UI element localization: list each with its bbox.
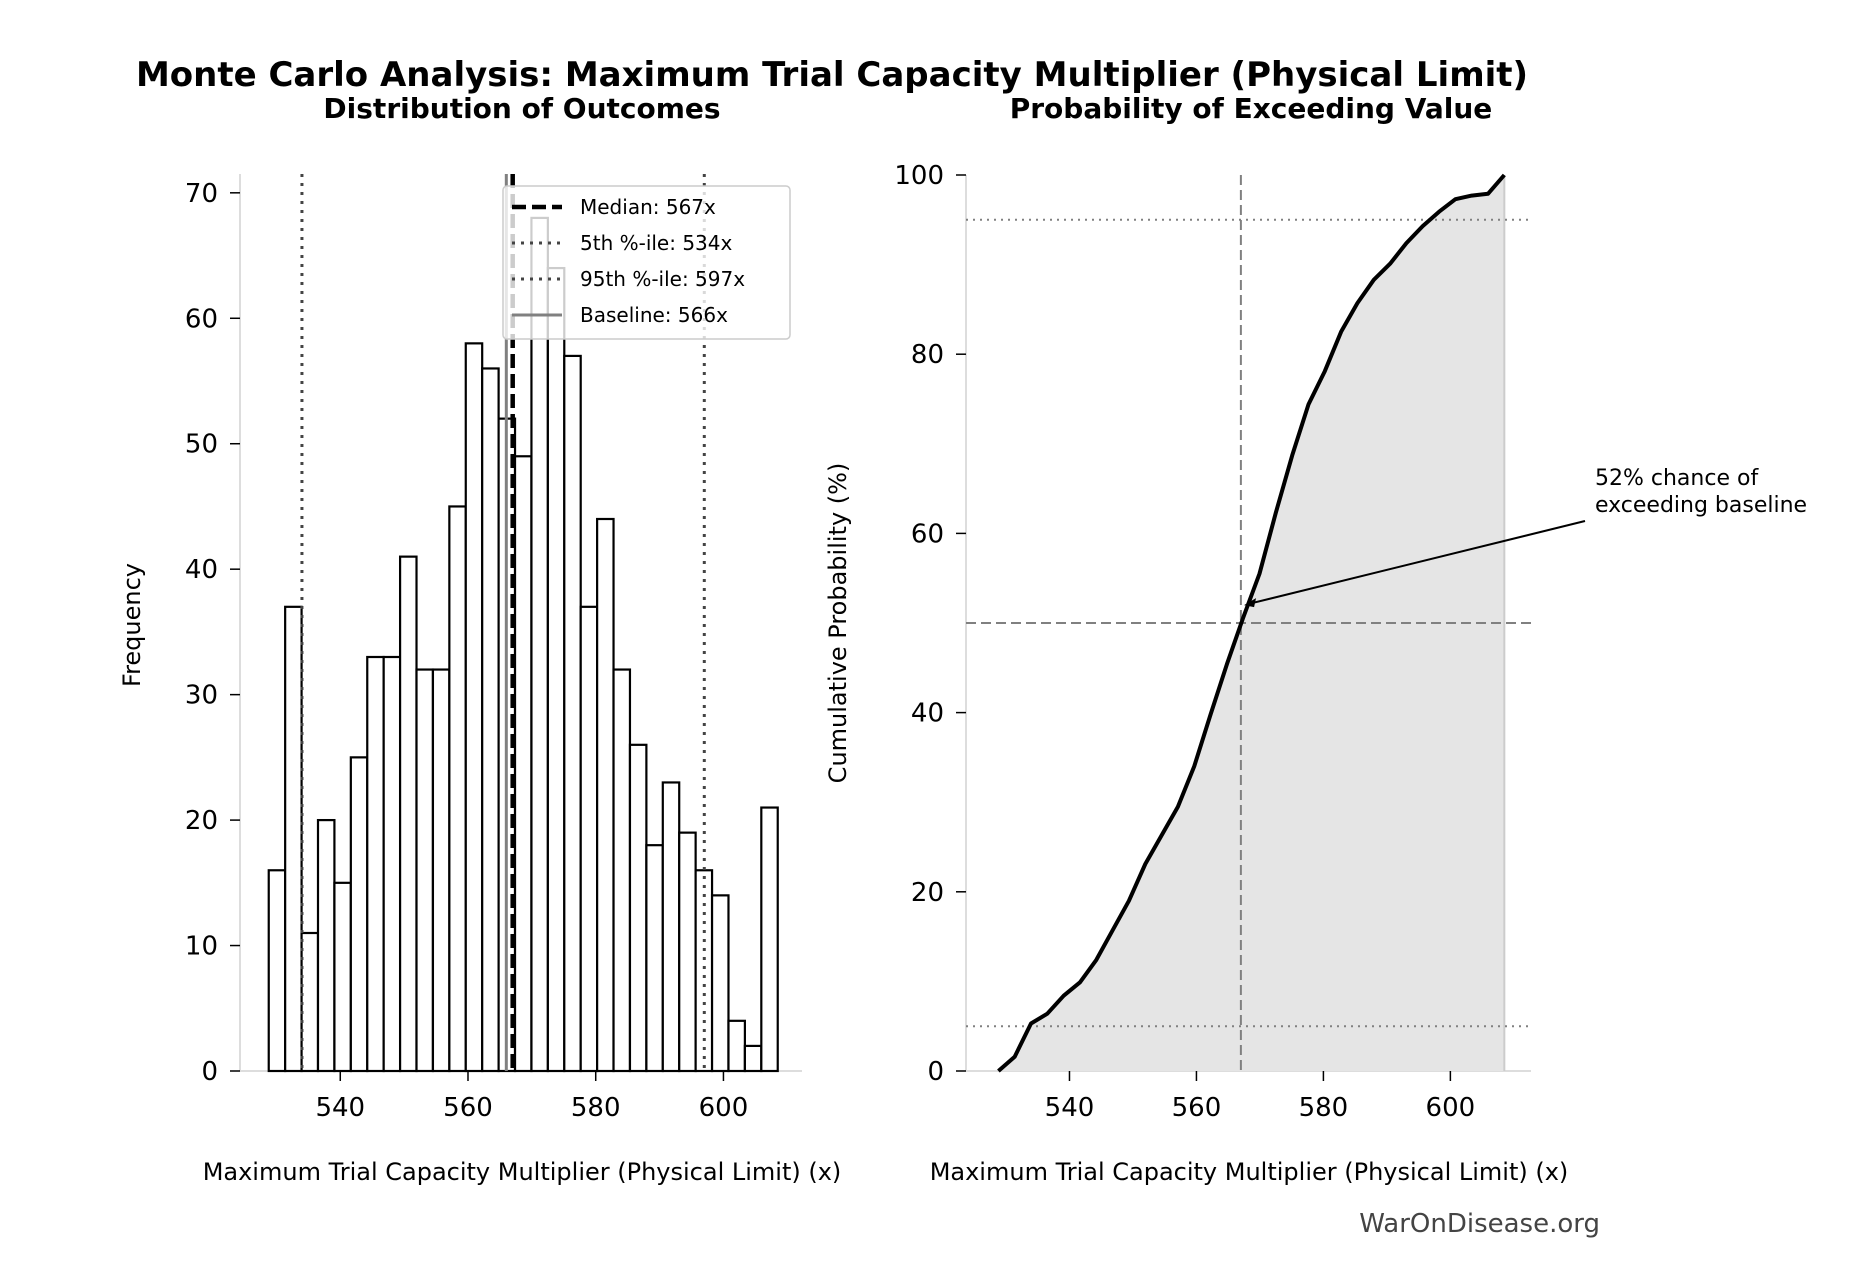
histogram-bar — [382, 655, 402, 1073]
histogram-bar — [727, 1019, 746, 1073]
histogram-bar — [661, 781, 681, 1073]
legend-label: Median: 567x — [580, 195, 716, 219]
histogram-bar — [431, 668, 451, 1073]
legend-box — [502, 185, 791, 340]
histogram-bar — [743, 1044, 763, 1073]
histogram-bar — [710, 894, 730, 1073]
figure-title: Monte Carlo Analysis: Maximum Trial Capa… — [136, 55, 1528, 95]
histogram-bar — [464, 342, 484, 1073]
legend-label: 95th %-ile: 597x — [580, 267, 745, 291]
right-xlabel: Maximum Trial Capacity Multiplier (Physi… — [930, 1158, 1569, 1186]
annotation-arrow — [1247, 520, 1586, 606]
x-tick-label: 600 — [1426, 1093, 1476, 1123]
left-xlabel: Maximum Trial Capacity Multiplier (Physi… — [203, 1158, 842, 1186]
histogram-bar — [284, 605, 303, 1073]
x-tick-label: 580 — [571, 1093, 621, 1123]
y-tick-label: 20 — [911, 878, 944, 908]
left-subtitle: Distribution of Outcomes — [323, 92, 720, 125]
arrow-head-icon — [1244, 598, 1257, 608]
y-tick-label: 0 — [927, 1057, 944, 1087]
histogram-bar — [645, 844, 664, 1073]
y-tick-label: 40 — [185, 555, 218, 585]
histogram-bar — [513, 455, 533, 1073]
x-tick-label: 560 — [443, 1093, 493, 1123]
histogram-bar — [366, 655, 385, 1073]
y-tick-label: 60 — [185, 304, 218, 334]
y-tick-label: 10 — [185, 932, 218, 962]
x-tick-label: 540 — [1045, 1093, 1095, 1123]
histogram-bar — [546, 266, 566, 1073]
histogram-bar — [628, 743, 648, 1073]
histogram-bar — [530, 216, 549, 1073]
cdf-axes: 0 20 40 60 80 100 540 560 580 600 — [894, 161, 1586, 1123]
histogram-bar — [563, 354, 582, 1073]
histogram-bar — [481, 367, 500, 1073]
y-tick-label: 70 — [185, 179, 218, 209]
legend: Median: 567x 5th %-ile: 534x 95th %-ile: 5… — [502, 185, 791, 340]
x-tick-label: 560 — [1172, 1093, 1222, 1123]
y-tick-label: 50 — [185, 430, 218, 460]
x-tick-label: 580 — [1299, 1093, 1349, 1123]
left-ylabel: Frequency — [118, 563, 146, 687]
annotation-line2: exceeding baseline — [1595, 493, 1807, 518]
histogram-bar — [300, 931, 320, 1073]
y-tick-label: 0 — [201, 1057, 218, 1087]
histogram-bar — [448, 505, 467, 1073]
histogram-bar — [333, 881, 352, 1073]
annotation-line1: 52% chance of — [1595, 466, 1759, 491]
histogram-bar — [760, 806, 779, 1073]
histogram-bar — [316, 818, 336, 1073]
histogram-bar — [678, 831, 697, 1073]
y-tick-label: 20 — [185, 806, 218, 836]
histogram-bar — [596, 517, 615, 1073]
legend-label: Baseline: 566x — [580, 303, 728, 327]
watermark: WarOnDisease.org — [1359, 1209, 1600, 1239]
legend-label: 5th %-ile: 534x — [580, 231, 733, 255]
histogram-bar — [415, 668, 435, 1073]
x-tick-label: 600 — [699, 1093, 749, 1123]
right-subtitle: Probability of Exceeding Value — [1010, 92, 1493, 125]
histogram-axes: 0 10 20 30 40 50 60 70 540 560 580 600 Median: 567x 5… — [185, 174, 802, 1123]
histogram-bar — [349, 756, 369, 1073]
y-tick-label: 80 — [911, 340, 944, 370]
right-ylabel: Cumulative Probability (%) — [824, 463, 852, 784]
cdf-line — [997, 173, 1506, 1073]
histogram-bar — [267, 869, 287, 1073]
y-tick-label: 40 — [911, 699, 944, 729]
histogram-bar — [579, 605, 599, 1073]
histogram-bar — [398, 555, 418, 1073]
y-tick-label: 30 — [185, 681, 218, 711]
y-tick-label: 60 — [911, 519, 944, 549]
x-tick-label: 540 — [315, 1093, 365, 1123]
histogram-bar — [612, 668, 632, 1073]
y-tick-label: 100 — [894, 161, 944, 191]
